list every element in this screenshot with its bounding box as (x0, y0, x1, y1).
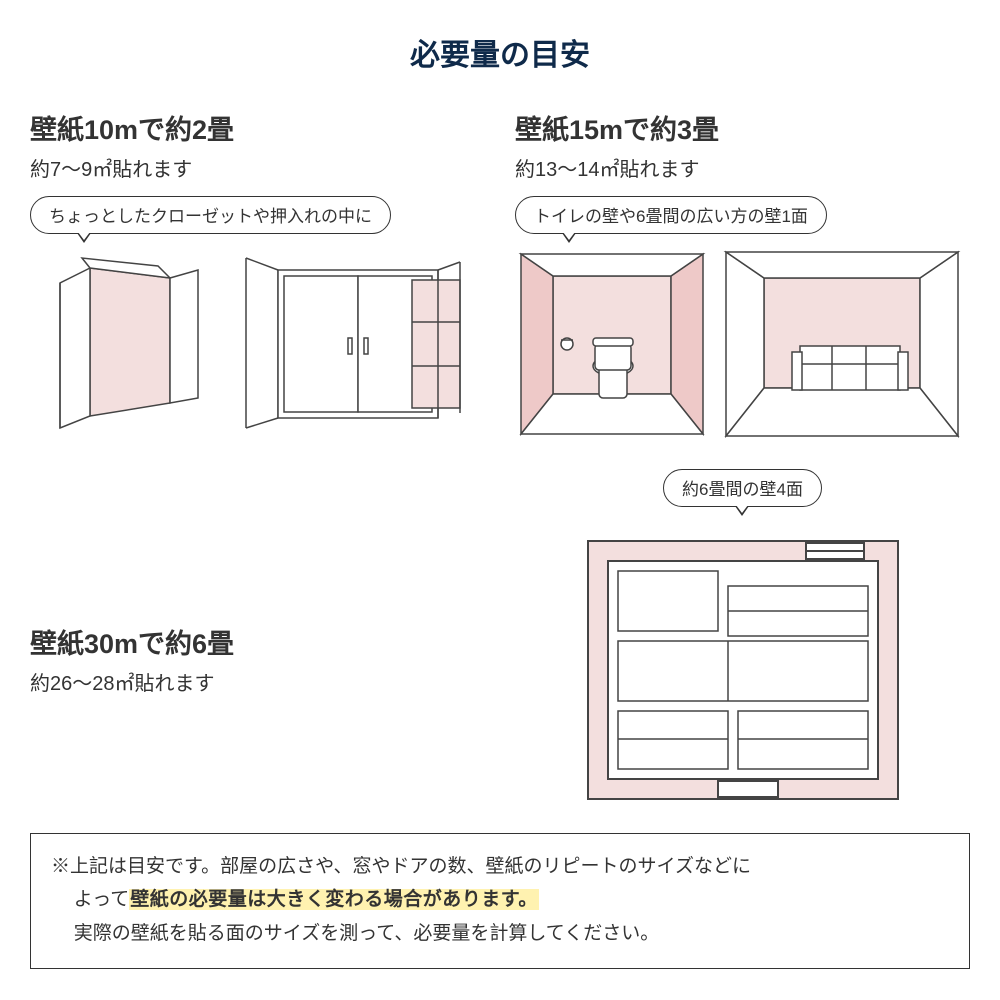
content-grid: 壁紙10mで約2畳 約7～9㎡貼れます ちょっとしたクローゼットや押入れの中に (30, 108, 970, 811)
note-line1: ※上記は目安です。部屋の広さや、窓やドアの数、壁紙のリピートのサイズなどに (51, 856, 751, 877)
sub-30m: 約26～28㎡貼れます (30, 667, 485, 696)
section-15m: 壁紙15mで約3畳 約13～14㎡貼れます トイレの壁や6畳間の広い方の壁1面 (515, 108, 970, 443)
floorplan-illustration (578, 531, 908, 811)
note-line2-pre: よって (74, 889, 129, 910)
section-6jo: 約6畳間の壁4面 (515, 461, 970, 811)
illus-row-10m (30, 248, 485, 438)
page-title: 必要量の目安 (30, 30, 970, 74)
oshiire-illustration (238, 248, 468, 438)
heading-30m: 壁紙30mで約6畳 (30, 622, 485, 661)
room-one-wall-illustration (722, 248, 962, 443)
heading-15m: 壁紙15mで約3畳 (515, 108, 970, 147)
bubble-6jo: 約6畳間の壁4面 (663, 469, 822, 507)
section-30m: 壁紙30mで約6畳 約26～28㎡貼れます (30, 562, 485, 710)
toilet-illustration (515, 248, 710, 443)
note-line2: よって壁紙の必要量は大きく変わる場合があります。 (51, 883, 949, 916)
bubble-15m: トイレの壁や6畳間の広い方の壁1面 (515, 196, 827, 234)
bubble-10m: ちょっとしたクローゼットや押入れの中に (30, 196, 391, 234)
section-10m: 壁紙10mで約2畳 約7～9㎡貼れます ちょっとしたクローゼットや押入れの中に (30, 108, 485, 443)
sub-15m: 約13～14㎡貼れます (515, 153, 970, 182)
sub-10m: 約7～9㎡貼れます (30, 153, 485, 182)
note-line3: 実際の壁紙を貼る面のサイズを測って、必要量を計算してください。 (51, 917, 949, 950)
closet-illustration (30, 248, 220, 438)
note-box: ※上記は目安です。部屋の広さや、窓やドアの数、壁紙のリピートのサイズなどに よっ… (30, 833, 970, 969)
note-highlight: 壁紙の必要量は大きく変わる場合があります。 (129, 889, 539, 910)
heading-10m: 壁紙10mで約2畳 (30, 108, 485, 147)
illus-row-15m (515, 248, 970, 443)
